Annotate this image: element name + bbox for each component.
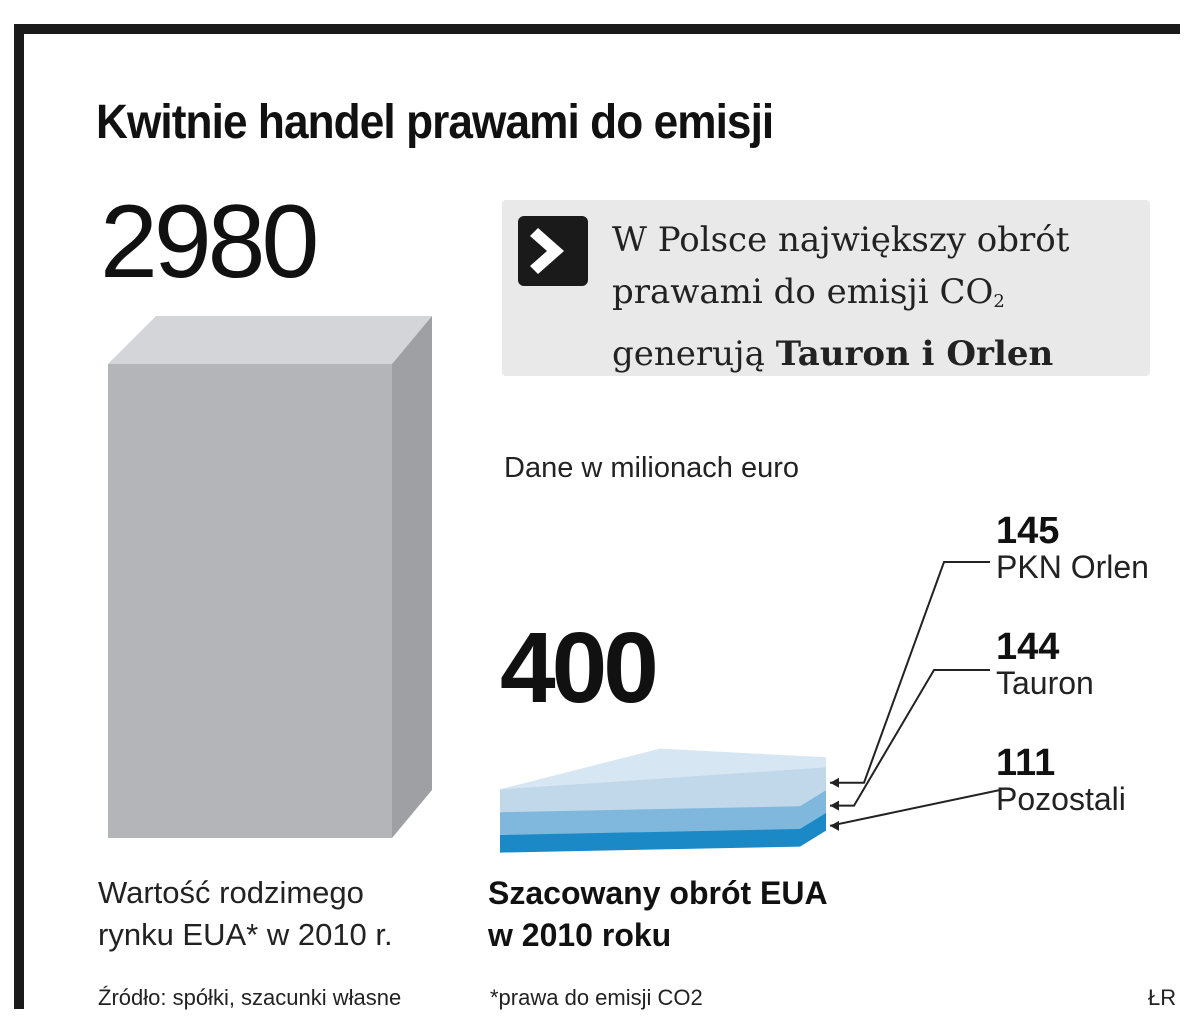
turnover-caption-line-1: Szacowany obrót EUA <box>488 875 828 911</box>
callout-line-3-text: generują <box>612 334 776 374</box>
units-note: Dane w milionach euro <box>504 452 799 484</box>
segment-orlen-value: 145 <box>996 510 1060 552</box>
market-caption-line-2: rynku EUA* w 2010 r. <box>98 917 393 952</box>
segment-tauron-name: Tauron <box>996 665 1094 701</box>
callout-text: W Polsce największy obrót prawami do emi… <box>612 214 1069 380</box>
callout-line-2: prawami do emisji CO2 <box>612 266 1069 328</box>
footnote: *prawa do emisji CO2 <box>490 985 703 1010</box>
callout-highlight: Tauron i Orlen <box>775 334 1054 374</box>
market-value-label: 2980 <box>100 184 319 300</box>
turnover-stack <box>500 748 826 853</box>
leader-line-pozostali <box>829 789 1001 827</box>
market-bar-top <box>108 316 432 364</box>
segment-pozostali-value: 111 <box>996 742 1056 784</box>
turnover-caption: Szacowany obrót EUA w 2010 roku <box>488 872 828 956</box>
segment-tauron-value: 144 <box>996 626 1060 668</box>
callout-subscript: 2 <box>993 291 1005 312</box>
author-credit: ŁR <box>1148 985 1177 1010</box>
market-caption-line-1: Wartość rodzimego <box>98 875 364 910</box>
source-note: Źródło: spółki, szacunki własne <box>98 985 402 1010</box>
chevron-right-icon <box>518 216 588 286</box>
callout-box: W Polsce największy obrót prawami do emi… <box>502 200 1150 376</box>
stack-segment-pkn-orlen <box>500 767 826 813</box>
callout-line-3: generują Tauron i Orlen <box>612 328 1069 380</box>
callout-line-2-text: prawami do emisji CO <box>612 272 994 312</box>
turnover-value-label: 400 <box>500 612 659 724</box>
segment-orlen: 145 PKN Orlen <box>996 512 1149 585</box>
leader-line-pkn-orlen <box>830 561 990 784</box>
leader-line-tauron <box>830 669 990 807</box>
turnover-caption-line-2: w 2010 roku <box>488 917 672 953</box>
segment-pozostali-name: Pozostali <box>996 781 1126 817</box>
market-bar-side <box>392 316 432 838</box>
leader-lines <box>829 561 1001 831</box>
leader-arrow-tauron <box>830 800 839 811</box>
market-bar-front <box>108 364 392 838</box>
market-caption: Wartość rodzimego rynku EUA* w 2010 r. <box>98 872 393 956</box>
leader-arrow-pkn-orlen <box>830 777 839 788</box>
frame-left-rule <box>14 24 24 1009</box>
chart-title: Kwitnie handel prawami do emisji <box>96 96 774 149</box>
segment-pozostali: 111 Pozostali <box>996 744 1126 817</box>
segment-orlen-name: PKN Orlen <box>996 549 1149 585</box>
segment-tauron: 144 Tauron <box>996 628 1094 701</box>
stack-top-face <box>500 748 826 790</box>
leader-arrow-pozostali <box>830 820 839 831</box>
callout-line-1: W Polsce największy obrót <box>612 220 1070 260</box>
frame-top-rule <box>14 24 1180 34</box>
